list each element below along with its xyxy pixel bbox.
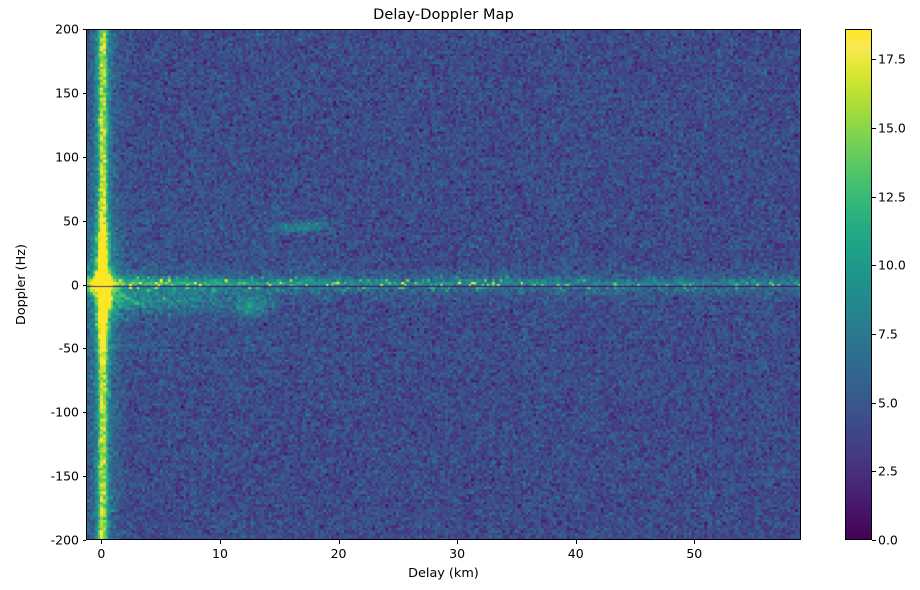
x-tick-mark (575, 540, 577, 544)
y-tick-label: 0 (71, 277, 79, 292)
y-tick-label: 150 (55, 85, 79, 101)
colorbar-gradient (846, 30, 871, 539)
colorbar-tick-mark (872, 540, 876, 541)
colorbar-tick-label: 15.0 (878, 120, 906, 136)
x-tick-mark (338, 540, 340, 544)
colorbar-tick-mark (872, 265, 876, 267)
delay-doppler-heatmap (87, 30, 800, 539)
y-tick-mark (82, 156, 86, 158)
x-tick-label: 0 (97, 546, 106, 561)
colorbar-tick-mark (872, 196, 876, 198)
y-tick-mark (82, 348, 86, 350)
y-tick-label: 200 (55, 21, 79, 37)
x-tick-label: 30 (449, 546, 466, 561)
colorbar-tick-label: 7.5 (878, 326, 898, 342)
y-tick-label: -150 (50, 468, 79, 484)
y-tick-mark (82, 476, 86, 478)
x-tick-mark (694, 540, 696, 544)
y-tick-mark (82, 220, 86, 222)
heatmap-axes (86, 29, 801, 540)
y-tick-label: -50 (58, 340, 79, 356)
y-tick-label: 100 (55, 149, 79, 165)
y-axis-label: Doppler (Hz) (14, 244, 29, 326)
y-tick-label: -100 (50, 404, 79, 420)
colorbar-tick-label: 0.0 (878, 532, 898, 548)
x-tick-mark (219, 540, 221, 544)
y-tick-mark (82, 92, 86, 94)
colorbar-tick-label: 2.5 (878, 463, 898, 479)
colorbar-tick-mark (872, 471, 876, 473)
y-tick-mark (82, 284, 86, 286)
colorbar-tick-mark (872, 333, 876, 335)
x-tick-mark (101, 540, 103, 544)
colorbar-tick-label: 17.5 (878, 51, 906, 67)
y-tick-mark (82, 29, 86, 30)
colorbar-tick-mark (872, 59, 876, 61)
chart-title: Delay-Doppler Map (373, 7, 514, 23)
colorbar-tick-label: 12.5 (878, 189, 906, 205)
y-tick-mark (82, 540, 86, 541)
x-tick-label: 40 (567, 546, 584, 561)
x-tick-label: 10 (212, 546, 228, 561)
x-tick-label: 20 (330, 546, 347, 561)
colorbar-tick-mark (872, 127, 876, 129)
x-tick-label: 50 (686, 546, 703, 561)
y-tick-label: -200 (50, 532, 79, 548)
colorbar-tick-label: 10.0 (878, 257, 906, 273)
colorbar (845, 29, 872, 540)
y-tick-label: 50 (63, 213, 79, 229)
colorbar-tick-label: 5.0 (878, 395, 898, 411)
colorbar-tick-mark (872, 402, 876, 404)
x-axis-label: Delay (km) (408, 566, 479, 581)
x-tick-mark (457, 540, 459, 544)
y-tick-mark (82, 412, 86, 414)
